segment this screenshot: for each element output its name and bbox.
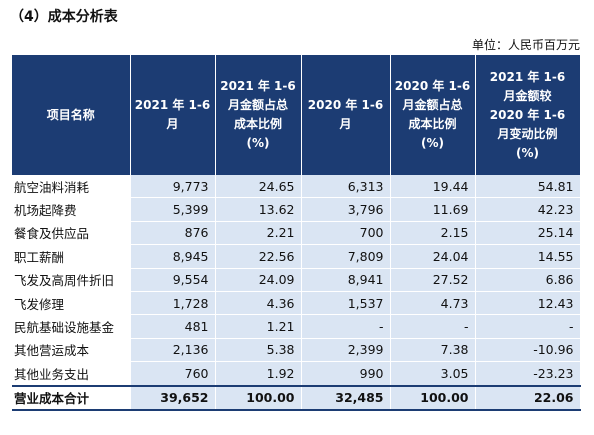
value-cell: 2.21 — [215, 221, 302, 246]
row-label: 餐食及供应品 — [12, 221, 131, 246]
value-cell: 8,945 — [130, 244, 216, 269]
value-cell: 24.04 — [390, 244, 476, 269]
value-cell: - — [390, 314, 476, 339]
value-cell: 9,773 — [130, 175, 216, 199]
value-cell: 54.81 — [475, 175, 581, 199]
value-cell: 2.15 — [390, 221, 476, 246]
value-cell: 13.62 — [215, 197, 302, 222]
row-label: 其他营运成本 — [12, 338, 131, 363]
header-cell: 2021 年 1-6 月金额占总 成本比例 (%) — [215, 55, 302, 175]
value-cell: 27.52 — [390, 268, 476, 292]
table-body: 航空油料消耗 9,773 24.65 6,313 19.44 54.81 机场起降费 5,39… — [12, 175, 581, 411]
value-cell: 8,941 — [301, 268, 391, 292]
cost-table: 项目名称 2021 年 1-6 月 2021 年 1-6 月金额占总 成本比例 (%… — [12, 55, 581, 411]
value-cell: 6,313 — [301, 175, 391, 199]
value-cell: - — [301, 314, 391, 339]
value-cell: 4.73 — [390, 291, 476, 316]
table-row: 航空油料消耗 9,773 24.65 6,313 19.44 54.81 — [12, 175, 581, 199]
value-cell: 481 — [130, 314, 216, 339]
value-cell: 24.09 — [215, 268, 302, 292]
value-cell: 3.05 — [390, 361, 476, 387]
value-cell: 1,537 — [301, 291, 391, 316]
value-cell: 39,652 — [130, 384, 216, 411]
value-cell: 32,485 — [301, 384, 391, 411]
value-cell: 24.65 — [215, 175, 302, 199]
value-cell: 876 — [130, 221, 216, 246]
value-cell: 100.00 — [390, 384, 476, 411]
header-cell: 2021 年 1-6 月金额较 2020 年 1-6 月变动比例 (%) — [475, 55, 581, 175]
row-label: 航空油料消耗 — [12, 175, 131, 199]
value-cell: 1.21 — [215, 314, 302, 339]
value-cell: 4.36 — [215, 291, 302, 316]
value-cell: 22.06 — [475, 384, 581, 411]
value-cell: 9,554 — [130, 268, 216, 292]
value-cell: 12.43 — [475, 291, 581, 316]
header-cell: 2020 年 1-6 月金额占总 成本比例 (%) — [390, 55, 476, 175]
value-cell: 990 — [301, 361, 391, 387]
header-row: 项目名称 2021 年 1-6 月 2021 年 1-6 月金额占总 成本比例 (%… — [12, 55, 581, 175]
value-cell: 14.55 — [475, 244, 581, 269]
row-label: 其他业务支出 — [12, 361, 131, 387]
table-row: 飞发及高周件折旧 9,554 24.09 8,941 27.52 6.86 — [12, 268, 581, 292]
header-cell: 2021 年 1-6 月 — [130, 55, 216, 175]
value-cell: -23.23 — [475, 361, 581, 387]
value-cell: 1.92 — [215, 361, 302, 387]
unit-note: 单位：人民币百万元 — [471, 38, 580, 52]
row-label: 营业成本合计 — [12, 384, 131, 411]
value-cell: 5.38 — [215, 338, 302, 363]
value-cell: 2,136 — [130, 338, 216, 363]
table-row: 职工薪酬 8,945 22.56 7,809 24.04 14.55 — [12, 244, 581, 269]
value-cell: 6.86 — [475, 268, 581, 292]
value-cell: 2,399 — [301, 338, 391, 363]
table-row: 其他营运成本 2,136 5.38 2,399 7.38 -10.96 — [12, 338, 581, 363]
total-row: 营业成本合计 39,652 100.00 32,485 100.00 22.06 — [12, 384, 581, 411]
value-cell: 22.56 — [215, 244, 302, 269]
value-cell: 7.38 — [390, 338, 476, 363]
value-cell: 700 — [301, 221, 391, 246]
row-label: 民航基础设施基金 — [12, 314, 131, 339]
value-cell: - — [475, 314, 581, 339]
title: （4）成本分析表 — [10, 9, 118, 25]
value-cell: 760 — [130, 361, 216, 387]
value-cell: 100.00 — [215, 384, 302, 411]
table-row: 机场起降费 5,399 13.62 3,796 11.69 42.23 — [12, 197, 581, 222]
value-cell: 42.23 — [475, 197, 581, 222]
table-row: 飞发修理 1,728 4.36 1,537 4.73 12.43 — [12, 291, 581, 316]
header-cell: 项目名称 — [12, 55, 131, 175]
header-cell: 2020 年 1-6 月 — [301, 55, 391, 175]
row-label: 职工薪酬 — [12, 244, 131, 269]
value-cell: 3,796 — [301, 197, 391, 222]
value-cell: 25.14 — [475, 221, 581, 246]
value-cell: 1,728 — [130, 291, 216, 316]
row-label: 飞发及高周件折旧 — [12, 268, 131, 292]
value-cell: 5,399 — [130, 197, 216, 222]
table-row: 餐食及供应品 876 2.21 700 2.15 25.14 — [12, 221, 581, 246]
value-cell: 11.69 — [390, 197, 476, 222]
value-cell: 19.44 — [390, 175, 476, 199]
value-cell: -10.96 — [475, 338, 581, 363]
row-label: 机场起降费 — [12, 197, 131, 222]
value-cell: 7,809 — [301, 244, 391, 269]
row-label: 飞发修理 — [12, 291, 131, 316]
table-row: 其他业务支出 760 1.92 990 3.05 -23.23 — [12, 361, 581, 387]
table-row: 民航基础设施基金 481 1.21- - - — [12, 314, 581, 339]
